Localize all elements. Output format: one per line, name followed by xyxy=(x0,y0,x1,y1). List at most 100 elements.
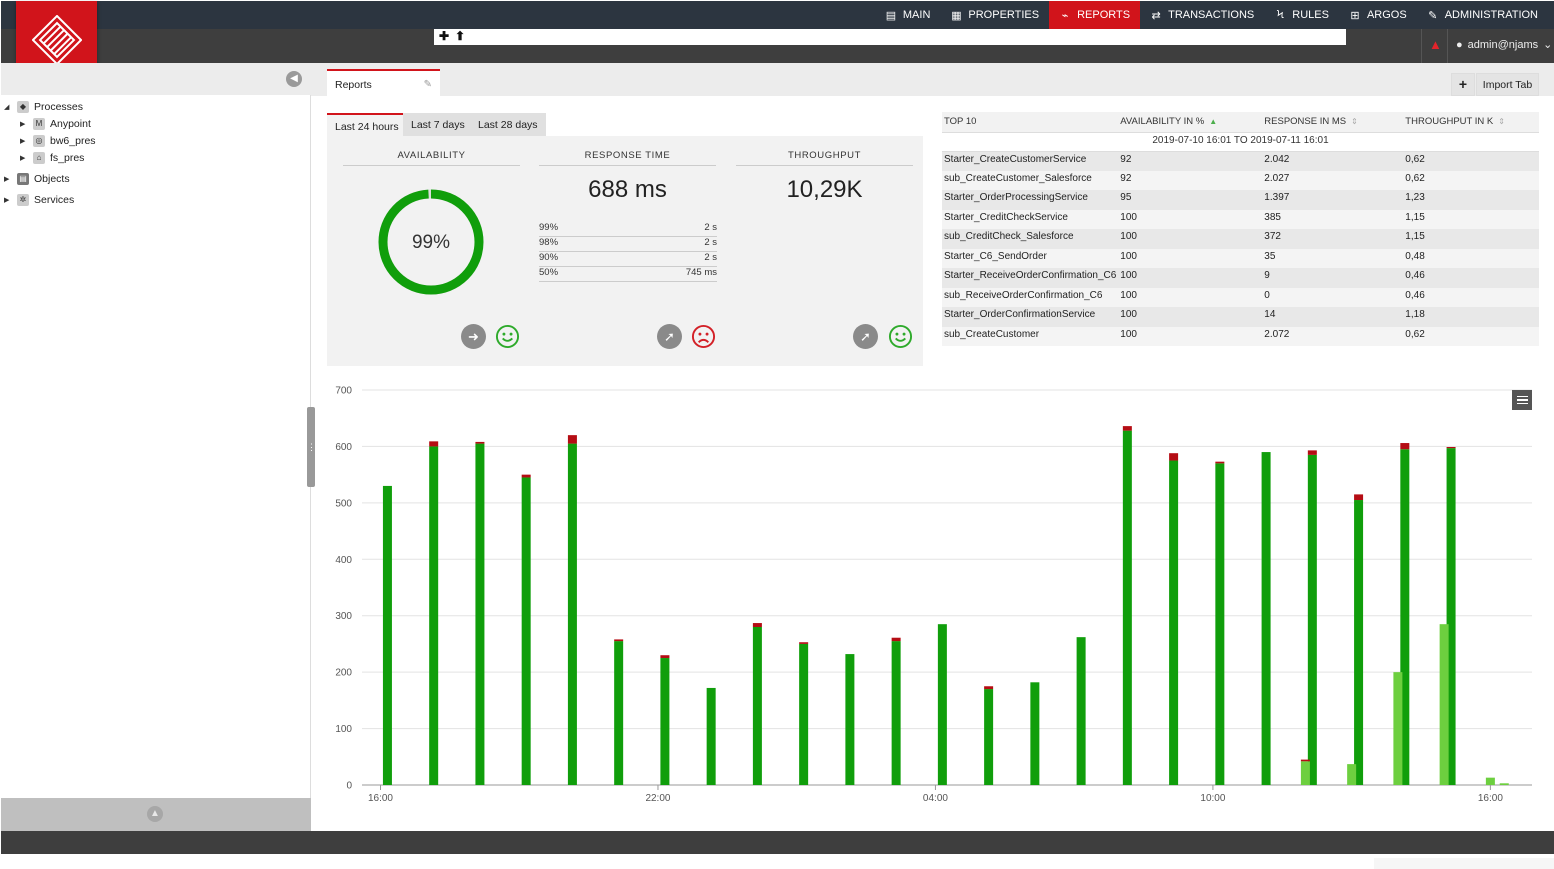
nav-transactions[interactable]: ⇄ TRANSACTIONS xyxy=(1140,1,1264,29)
caret-right-icon[interactable]: ▶ xyxy=(20,155,26,162)
chart-bar xyxy=(382,485,392,785)
toolbar-strip: ✚ ⬆ xyxy=(434,29,1346,45)
add-icon[interactable]: ✚ xyxy=(439,29,450,43)
column-header-availability[interactable]: AVAILABILITY IN % ▲ xyxy=(1118,112,1263,133)
column-header-response[interactable]: RESPONSE IN MS ⇕ xyxy=(1262,112,1404,133)
chart-bar xyxy=(1076,637,1086,785)
table-row[interactable]: Starter_C6_SendOrder 100 35 0,48 xyxy=(942,248,1539,268)
nav-reports[interactable]: ⌁ REPORTS xyxy=(1049,1,1141,29)
nav-argos[interactable]: ⊞ ARGOS xyxy=(1339,1,1417,29)
trend-up-arrow-icon[interactable]: ➚ xyxy=(853,324,878,349)
chevron-down-icon: ⌄ xyxy=(1543,39,1553,51)
table-row[interactable]: Starter_CreateCustomerService 92 2.042 0,62 xyxy=(942,151,1539,171)
user-name: admin@njams xyxy=(1467,38,1539,51)
sort-icon[interactable]: ⇕ xyxy=(1498,117,1505,127)
caret-right-icon[interactable]: ▶ xyxy=(20,121,26,128)
tree-label: Objects xyxy=(34,173,70,185)
exchange-icon: ⇄ xyxy=(1151,9,1161,22)
gauge-arc xyxy=(378,189,484,295)
table-cell: 0,46 xyxy=(1403,287,1539,307)
column-header-throughput[interactable]: THROUGHPUT IN K ⇕ xyxy=(1403,112,1539,133)
table-row[interactable]: Starter_ReceiveOrderConfirmation_C6 100 9 0… xyxy=(942,268,1539,288)
nav-rules[interactable]: ϟ RULES xyxy=(1264,1,1339,29)
user-menu[interactable]: ● admin@njams ⌄ xyxy=(1456,38,1553,52)
chart-bar xyxy=(1169,453,1179,461)
table-row[interactable]: Starter_OrderProcessingService 95 1.397 1,2… xyxy=(942,190,1539,210)
tree-item-anypoint[interactable]: ▶ M Anypoint xyxy=(20,118,91,130)
chart-bar xyxy=(1393,672,1403,785)
tree-label: bw6_pres xyxy=(50,135,96,147)
sidebar-header: ◀ xyxy=(1,63,311,95)
warning-icon[interactable]: ▲ xyxy=(1429,37,1442,52)
mulesoft-icon: M xyxy=(33,118,45,130)
table-cell: 100 xyxy=(1118,287,1263,307)
caret-right-icon[interactable]: ▶ xyxy=(4,197,10,204)
caret-right-icon[interactable]: ▶ xyxy=(4,176,10,183)
table-row[interactable]: sub_ReceiveOrderConfirmation_C6 100 0 0,46 xyxy=(942,287,1539,307)
wrench-icon[interactable]: ✎ xyxy=(423,79,432,90)
scroll-top-button[interactable]: ▲ xyxy=(147,806,163,822)
table-cell: 2.042 xyxy=(1262,151,1404,171)
divider xyxy=(1447,29,1448,63)
table-row[interactable]: Starter_CreditCheckService 100 385 1,15 xyxy=(942,209,1539,229)
percentile-value: 2 s xyxy=(704,222,717,233)
chart-bar xyxy=(1439,624,1449,785)
add-tab-button[interactable]: + xyxy=(1451,73,1475,96)
table-cell: Starter_ReceiveOrderConfirmation_C6 xyxy=(942,268,1119,288)
table-row[interactable]: sub_CreateCustomer 100 2.072 0,62 xyxy=(942,326,1539,346)
chart-bar xyxy=(937,624,947,785)
gear-icon: ✲ xyxy=(17,194,29,206)
period-tab-7d[interactable]: Last 7 days xyxy=(403,113,473,136)
period-tab-28d[interactable]: Last 28 days xyxy=(470,113,546,136)
tab-reports[interactable]: Reports ✎ xyxy=(327,69,440,96)
collapse-sidebar-button[interactable]: ◀ xyxy=(286,71,302,87)
table-cell: 92 xyxy=(1118,151,1263,171)
table-cell: 35 xyxy=(1262,248,1404,268)
table-cell: 95 xyxy=(1118,190,1263,210)
x-tick-label: 10:00 xyxy=(1200,793,1225,804)
nav-properties[interactable]: ▦ PROPERTIES xyxy=(940,1,1049,29)
table-row[interactable]: sub_CreateCustomer_Salesforce 92 2.027 0,62 xyxy=(942,170,1539,190)
nav-administration[interactable]: ✎ ADMINISTRATION xyxy=(1417,1,1548,29)
tree-item-bw6-pres[interactable]: ▶ ◎ bw6_pres xyxy=(20,135,96,147)
y-tick-label: 0 xyxy=(346,781,352,792)
x-tick-label: 04:00 xyxy=(923,793,948,804)
period-tab-24h[interactable]: Last 24 hours xyxy=(327,113,407,136)
caret-down-icon[interactable]: ◢ xyxy=(4,104,10,111)
wrench-icon: ✎ xyxy=(1428,9,1438,22)
y-tick-label: 600 xyxy=(335,442,352,453)
table-cell: 92 xyxy=(1118,170,1263,190)
import-tab-button[interactable]: Import Tab xyxy=(1476,73,1539,96)
chart-bar xyxy=(567,435,577,444)
throughput-bar-chart: 0 100 200 300 400 500 600 700 16:00 22:00 04:00 10:… xyxy=(335,386,1532,804)
chart-bar xyxy=(845,654,855,785)
table-row[interactable]: sub_CreditCheck_Salesforce 100 372 1,15 xyxy=(942,229,1539,249)
chart-bar xyxy=(614,639,624,642)
nav-main[interactable]: ▤ MAIN xyxy=(875,1,941,29)
chart-menu-button[interactable] xyxy=(1512,390,1532,410)
sort-icon[interactable]: ⇕ xyxy=(1351,117,1358,127)
trend-up-arrow-icon[interactable]: ➚ xyxy=(657,324,682,349)
percentile-label: 99% xyxy=(539,222,559,233)
report-tab-strip xyxy=(311,63,1554,96)
chart-bar xyxy=(1485,777,1495,785)
sidebar-resize-handle[interactable]: ⋮ xyxy=(307,407,316,487)
table-cell: 1,15 xyxy=(1403,229,1539,249)
table-cell: 1,18 xyxy=(1403,307,1539,327)
trend-right-arrow-icon[interactable]: ➜ xyxy=(461,324,486,349)
tree-item-processes[interactable]: ◢ ◆ Processes xyxy=(4,101,83,113)
chart-bar xyxy=(1307,450,1317,455)
processes-icon: ◆ xyxy=(17,101,29,113)
sort-asc-icon[interactable]: ▲ xyxy=(1209,117,1218,127)
upload-icon[interactable]: ⬆ xyxy=(455,29,466,43)
percentile-label: 90% xyxy=(539,252,559,263)
chart-bar xyxy=(799,642,809,644)
table-cell: 1.397 xyxy=(1262,190,1404,210)
kpi-panel: AVAILABILITY 99% RESPONSE TIME 688 ms 99… xyxy=(327,136,923,366)
tree-item-services[interactable]: ▶ ✲ Services xyxy=(4,194,74,206)
tree-item-objects[interactable]: ▶ ▤ Objects xyxy=(4,173,70,185)
table-row[interactable]: Starter_OrderConfirmationService 100 14 1,1… xyxy=(942,307,1539,327)
percentile-label: 50% xyxy=(539,267,559,278)
caret-right-icon[interactable]: ▶ xyxy=(20,138,26,145)
tree-item-fs-pres[interactable]: ▶ ⌂ fs_pres xyxy=(20,152,84,164)
